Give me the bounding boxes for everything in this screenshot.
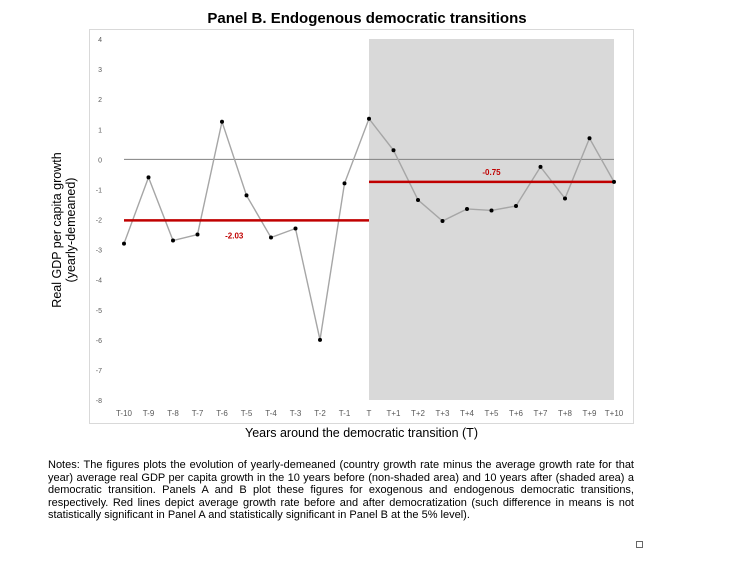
data-point xyxy=(612,179,616,184)
mean-label: -2.03 xyxy=(225,231,244,240)
y-tick-label: 4 xyxy=(98,37,102,44)
x-tick-label: T-7 xyxy=(192,409,204,418)
y-tick-label: -1 xyxy=(96,187,102,194)
y-tick-label: 0 xyxy=(98,157,102,164)
x-tick-label: T+5 xyxy=(484,409,499,418)
y-tick-label: -5 xyxy=(96,308,102,315)
x-axis-label: Years around the democratic transition (… xyxy=(245,426,478,440)
x-tick-label: T-4 xyxy=(265,409,277,418)
y-tick-label: -6 xyxy=(96,338,102,345)
x-tick-label: T+3 xyxy=(435,409,450,418)
y-tick-label: 1 xyxy=(98,127,102,134)
chart-area: -8 -7 -6 -5 -4 -3 -2 -1 0 1 2 3 4 T-10 T-9 T-8 T-7 T-6 T-5… xyxy=(89,29,634,424)
y-axis-label-line2: (yearly-demeaned) xyxy=(64,177,78,283)
x-tick-label: T+8 xyxy=(558,409,573,418)
data-point xyxy=(391,148,396,153)
data-point xyxy=(342,181,347,186)
x-tick-label: T-10 xyxy=(116,409,133,418)
data-point xyxy=(563,196,567,201)
x-tick-label: T+2 xyxy=(411,409,426,418)
y-tick-label: 3 xyxy=(98,67,102,74)
x-tick-label: T+6 xyxy=(509,409,524,418)
figure-notes: Notes: The figures plots the evolution o… xyxy=(48,459,634,521)
y-tick-label: -3 xyxy=(96,248,102,255)
y-tick-label: 2 xyxy=(98,97,102,104)
data-point xyxy=(122,241,126,246)
shaded-region xyxy=(369,39,614,400)
x-tick-label: T-8 xyxy=(167,409,179,418)
x-tick-label: T-1 xyxy=(339,409,351,418)
x-tick-label: T-2 xyxy=(314,409,326,418)
data-point xyxy=(465,206,469,211)
data-point xyxy=(587,136,592,141)
data-point xyxy=(269,235,273,240)
line-chart: -8 -7 -6 -5 -4 -3 -2 -1 0 1 2 3 4 T-10 T-9 T-8 T-7 T-6 T-5… xyxy=(96,37,624,418)
data-point xyxy=(318,337,322,342)
data-point xyxy=(220,119,224,124)
data-point xyxy=(195,232,200,237)
data-point xyxy=(538,164,543,169)
data-point xyxy=(489,208,494,213)
data-point xyxy=(244,193,249,198)
y-axis-label: Real GDP per capita growth (yearly-demea… xyxy=(44,152,84,307)
x-tick-label: T xyxy=(367,409,372,418)
x-tick-label: T-5 xyxy=(241,409,253,418)
data-point xyxy=(514,203,518,208)
data-point xyxy=(146,175,151,180)
x-tick-label: T+1 xyxy=(386,409,401,418)
x-tick-label: T-9 xyxy=(143,409,155,418)
data-point xyxy=(367,116,371,121)
x-tick-label: T-6 xyxy=(216,409,228,418)
y-tick-label: -8 xyxy=(96,398,102,405)
x-tick-label: T-3 xyxy=(290,409,302,418)
data-point xyxy=(440,219,445,224)
data-point xyxy=(171,238,175,243)
x-tick-label: T+9 xyxy=(582,409,597,418)
mean-label: -0.75 xyxy=(482,168,501,177)
x-tick-label: T+4 xyxy=(460,409,475,418)
y-tick-label: -4 xyxy=(96,278,102,285)
x-tick-label: T+7 xyxy=(533,409,548,418)
y-tick-label: -7 xyxy=(96,368,102,375)
data-point xyxy=(293,226,298,231)
x-tick-label: T+10 xyxy=(605,409,624,418)
chart-title: Panel B. Endogenous democratic transitio… xyxy=(207,10,527,27)
data-point xyxy=(416,197,420,202)
y-axis-label-line1: Real GDP per capita growth xyxy=(50,152,64,308)
anchor-marker xyxy=(636,541,643,548)
y-tick-label: -2 xyxy=(96,218,102,225)
